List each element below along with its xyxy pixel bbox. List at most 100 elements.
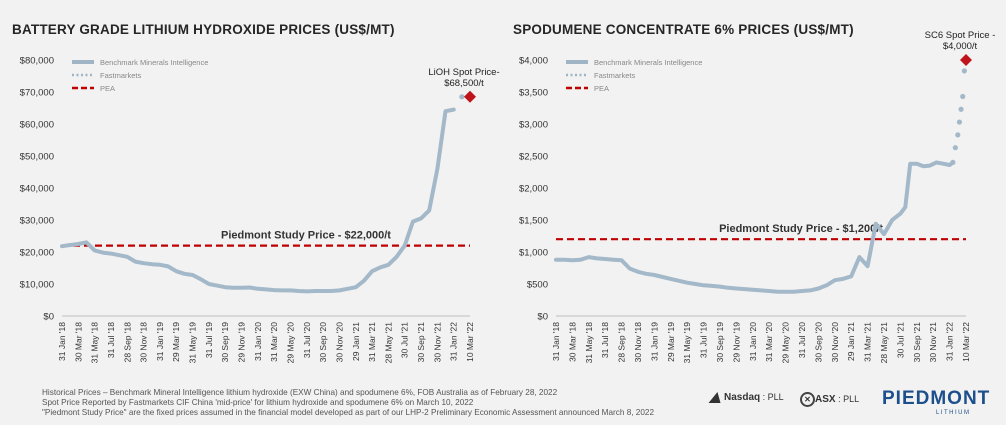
legend-label: Benchmark Minerals Intelligence [594,58,702,67]
x-tick-label: 31 Jan '18 [551,322,561,361]
piedmont-logo-sub: LITHIUM [936,410,971,416]
x-tick-label: 28 May '21 [383,322,393,364]
fastmarkets-point [960,93,966,100]
y-tick-label: $10,000 [20,280,54,291]
x-tick-label: 30 Mar '18 [73,322,83,362]
y-tick-label: $500 [527,280,548,291]
y-tick-label: $1,000 [519,248,548,259]
pea-price-label: Piedmont Study Price - $1,200/t [719,223,883,235]
x-tick-label: 31 Jan '20 [253,322,263,361]
legend-label: Fastmarkets [100,71,142,80]
x-tick-label: 29 Jan '21 [846,322,856,361]
y-tick-label: $60,000 [20,120,54,131]
x-tick-label: 31 Jul '18 [600,322,610,358]
x-tick-label: 31 Jul '20 [797,322,807,358]
x-tick-label: 30 Sep '20 [318,322,328,363]
y-tick-label: $2,000 [519,184,548,195]
x-tick-label: 10 Mar '22 [465,322,475,362]
y-tick-label: $0 [43,312,54,323]
y-tick-label: $4,000 [519,56,548,67]
lithium-hydroxide-chart: $0 $10,000 $20,000 $30,000 $40,000 $50,000 $60… [20,56,500,364]
benchmark-series-line [554,160,955,294]
asx-icon: ✕ [800,392,815,407]
x-tick-label: 30 Jul '21 [895,322,905,358]
x-tick-label: 30 Sep '19 [715,322,725,363]
x-tick-label: 30 Jul '21 [400,322,410,358]
x-tick-label: 31 Jan '22 [449,322,459,361]
x-tick-label: 30 Nov '18 [633,322,643,363]
x-tick-label: 31 Mar '20 [764,322,774,362]
y-tick-label: $70,000 [20,88,54,99]
y-tick-label: $20,000 [20,248,54,259]
x-tick-label: 30 Nov '20 [830,322,840,363]
spot-price-label-line2: $68,500/t [444,78,484,89]
fastmarkets-point [459,94,465,100]
y-tick-label: $50,000 [20,152,54,163]
x-tick-label: 31 Jan '20 [748,322,758,361]
x-tick-label: 28 May '21 [879,322,889,364]
footnote-line: "Piedmont Study Price" are the fixed pri… [42,408,655,417]
x-tick-label: 31 May '18 [90,322,100,364]
x-tick-label: 31 Mar '21 [367,322,377,362]
x-tick-label: 30 Nov '18 [139,322,149,363]
fastmarkets-point [950,159,956,165]
spodumene-chart: $0 $500 $1,000 $1,500 $2,000 $2,500 $3,000 $3,5… [519,30,995,364]
spot-price-marker [960,54,972,66]
y-tick-label: $80,000 [20,56,54,67]
spot-price-label-line1: SC6 Spot Price - [925,30,996,41]
benchmark-series-line [60,107,456,294]
fastmarkets-point [961,68,967,74]
x-tick-label: 31 Jan '18 [57,322,67,361]
spot-price-label-line1: LiOH Spot Price- [428,67,499,78]
pea-price-label: Piedmont Study Price - $22,000/t [221,230,391,242]
y-tick-label: $3,500 [519,88,548,99]
x-tick-label: 29 May '20 [781,322,791,364]
logos: Nasdaq : PLL ✕ ASX : PLL PIEDMONT LITHIUM [700,388,1000,418]
x-tick-label: 29 Nov '19 [731,322,741,363]
chart-1-title: BATTERY GRADE LITHIUM HYDROXIDE PRICES (… [12,22,395,37]
x-tick-label: 29 Mar '19 [666,322,676,362]
x-tick-label: 30 Nov '20 [334,322,344,363]
legend-label: PEA [594,84,609,93]
y-tick-label: $30,000 [20,216,54,227]
x-tick-label: 28 Sep '18 [122,322,132,363]
nasdaq-icon [708,392,724,404]
x-tick-label: 31 Jan '19 [649,322,659,361]
x-tick-label: 29 Jan '21 [351,322,361,361]
fastmarkets-point [958,106,964,112]
legend-label: PEA [100,84,115,93]
fastmarkets-point [956,119,963,125]
x-tick-label: 31 Mar '20 [269,322,279,362]
x-tick-label: 31 Jan '22 [945,322,955,361]
x-tick-label: 31 May '18 [584,322,594,364]
x-tick-label: 30 Sep '19 [220,322,230,363]
footnotes: Historical Prices – Benchmark Mineral In… [42,388,654,418]
x-tick-label: 31 Jul '20 [302,322,312,358]
y-tick-label: $3,000 [519,120,548,131]
x-tick-label: 31 Jul '19 [204,322,214,358]
footnote-line: Historical Prices – Benchmark Mineral In… [42,388,558,397]
x-tick-label: 29 May '20 [285,322,295,364]
y-tick-label: $40,000 [20,184,54,195]
fastmarkets-point [952,145,958,151]
asx-ticker: : PLL [838,393,860,404]
legend-label: Benchmark Minerals Intelligence [100,58,208,67]
x-tick-label: 30 Mar '18 [567,322,577,362]
x-tick-label: 31 May '19 [188,322,198,364]
asx-name: ASX [815,393,836,405]
nasdaq-logo: Nasdaq : PLL [708,392,784,404]
x-tick-label: 30 Nov '21 [432,322,442,363]
x-tick-label: 31 Jan '19 [155,322,165,361]
x-tick-label: 31 Mar '21 [863,322,873,362]
asx-logo: ✕ ASX : PLL [800,392,859,407]
x-tick-label: 31 Jul '19 [699,322,709,358]
footnote-line: Spot Price Reported by Fastmarkets CIF C… [42,398,474,407]
spot-price-label-line2: $4,000/t [943,41,978,52]
x-tick-label: 29 Nov '19 [237,322,247,363]
x-tick-label: 30 Sep '21 [416,322,426,363]
chart-2-title: SPODUMENE CONCENTRATE 6% PRICES (US$/MT) [513,22,854,37]
piedmont-logo: PIEDMONT [882,388,991,409]
x-tick-label: 31 May '19 [682,322,692,364]
y-tick-label: $0 [537,312,548,323]
x-tick-label: 30 Nov '21 [928,322,938,363]
